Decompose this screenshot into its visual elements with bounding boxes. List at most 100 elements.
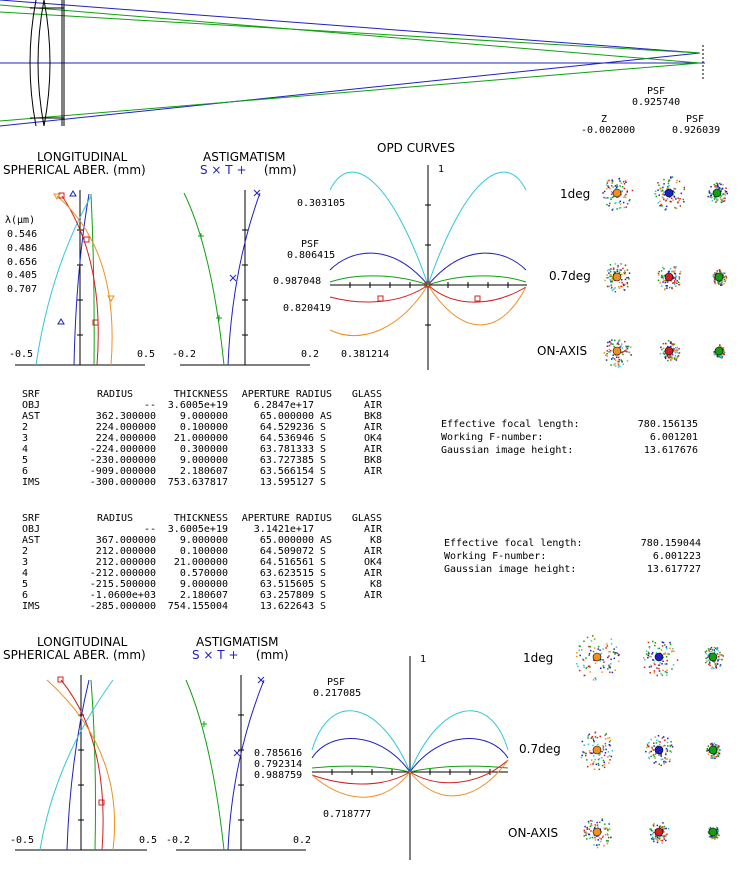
spot-point [722, 193, 724, 195]
cell: 3 [22, 557, 29, 568]
spot-point [674, 281, 677, 284]
spot-point [712, 757, 714, 759]
spot-point [613, 345, 615, 348]
spot-point [619, 180, 621, 182]
spot-point [594, 736, 597, 738]
spot-point [672, 270, 675, 272]
spot-point [607, 829, 609, 832]
spot-point [616, 187, 618, 190]
cell: 2.180607 [179, 590, 228, 601]
spot-point [624, 196, 627, 199]
cell: 63.623515 S [228, 568, 332, 579]
spot-point [631, 189, 634, 192]
cell: OK4 [363, 433, 382, 444]
spot-point [676, 282, 678, 285]
spot-point [609, 744, 611, 747]
spot-point [722, 183, 724, 186]
spot-point [622, 350, 624, 353]
aperture-value: 63.623515 [259, 568, 314, 579]
spot-point [661, 285, 663, 287]
spot-point [657, 839, 659, 842]
spot-point [647, 651, 650, 654]
spot-point [674, 351, 677, 354]
spot-point [716, 199, 719, 202]
spot-point [626, 203, 629, 205]
spot-point [670, 280, 673, 282]
spot-point [711, 667, 713, 670]
spot-point [588, 750, 591, 752]
spot-point [667, 827, 670, 830]
spot-centroid [592, 652, 602, 662]
spot-point [653, 659, 655, 662]
spot-point [606, 827, 608, 829]
spot-point [656, 836, 659, 839]
cell: 63.727385 S [228, 455, 332, 466]
col-thickness: THICKNESS [173, 513, 228, 524]
spot-point [665, 835, 667, 837]
spot-point [716, 828, 719, 831]
spot-point [596, 844, 598, 847]
spot-point [618, 201, 620, 204]
spot-point [722, 349, 724, 351]
spot-point [604, 823, 606, 825]
spot-point [676, 179, 678, 182]
spot-point [666, 749, 669, 751]
spot-point [624, 283, 626, 286]
spot-point [680, 192, 683, 195]
spot-point [618, 287, 621, 289]
spot-point [622, 272, 625, 274]
spot-point [598, 768, 601, 771]
table-header: SRF RADIUS THICKNESS APERTURE RADIUS GLA… [22, 389, 382, 400]
spot-point [601, 764, 604, 767]
spot-point [672, 199, 674, 201]
table-row: IMS -300.000000 753.637817 13.595127 S [22, 477, 382, 488]
spot-centroid [664, 272, 674, 282]
spot-point [616, 343, 619, 345]
spot-point [670, 359, 672, 361]
spot-point [603, 845, 605, 847]
spot-point [679, 198, 681, 200]
aperture-flag: S [314, 433, 327, 444]
spot-point [607, 185, 609, 187]
spot-point [653, 831, 655, 834]
spot-point [607, 840, 609, 842]
cell: OK4 [363, 557, 382, 568]
spot-point [603, 761, 605, 764]
spot-point [715, 755, 718, 758]
spot-point [663, 837, 665, 839]
spot-point [607, 751, 610, 753]
spot-point [724, 197, 726, 199]
spot-point [717, 747, 719, 749]
spot-point [630, 346, 632, 348]
cell: 3.6005e+19 [167, 400, 228, 411]
spot-point [672, 190, 674, 192]
spot-point [674, 355, 677, 357]
spot-point [716, 198, 718, 200]
cell: -212.000000 [89, 568, 156, 579]
spot-point [666, 355, 669, 358]
spot-point [602, 665, 605, 667]
sa-max-label-lower: 0.5 [139, 835, 158, 846]
spot-point [717, 185, 719, 188]
spot-point [660, 190, 662, 193]
spot-point [614, 185, 617, 187]
spot-point [603, 763, 605, 766]
spot-point [657, 664, 660, 666]
spot-point [683, 188, 686, 191]
table-row: 3 224.000000 21.000000 64.536946 S OK4 [22, 433, 382, 444]
spot-point [719, 182, 721, 185]
spot-point [671, 356, 674, 359]
spot-point [597, 648, 599, 650]
spot-point [717, 281, 719, 283]
spot-point [618, 358, 620, 361]
table-row: AST 362.300000 9.000000 65.000000 AS BK8 [22, 411, 382, 422]
spot-point [707, 655, 710, 657]
cell: 0.100000 [179, 546, 228, 557]
spot-point [664, 834, 666, 836]
spot-point [718, 656, 720, 658]
spot-point [616, 208, 618, 210]
spot-point [626, 360, 629, 362]
spot-point [578, 645, 581, 647]
spot-point [587, 735, 589, 737]
aperture-flag: S [314, 601, 327, 612]
